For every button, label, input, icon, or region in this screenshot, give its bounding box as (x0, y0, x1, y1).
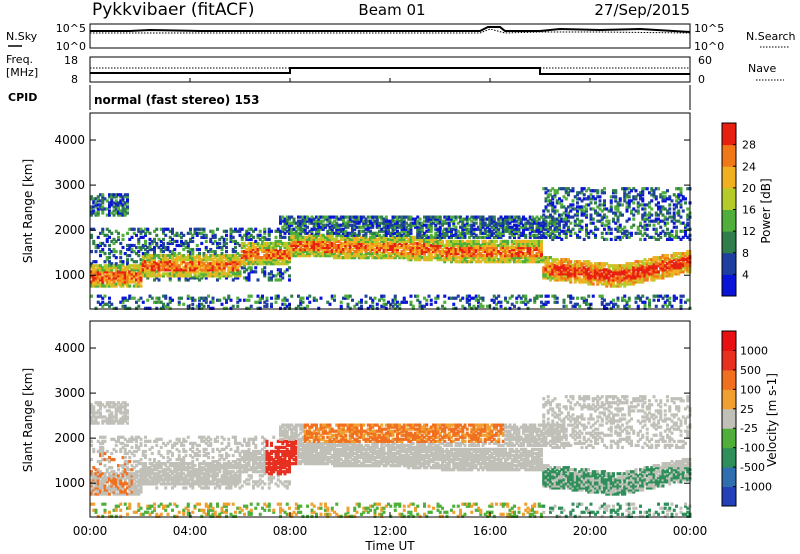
velocity-colorbar-segment-5 (722, 389, 736, 410)
power-colorbar-segment-1 (722, 252, 736, 275)
time-axis: 00:00 04:00 08:00 12:00 16:00 20:00 00:00 (73, 78, 708, 538)
power-colorbar-segment-0 (722, 274, 736, 297)
time-tick-label-0: 00:00 (73, 524, 108, 538)
nsearch-tick-top: 10^5 (694, 22, 724, 35)
freq-trace (90, 67, 690, 75)
beam-title: Beam 01 (358, 1, 425, 19)
freq-tick-top: 18 (64, 54, 78, 67)
velocity-colorbar-tick-0: 1000 (740, 344, 768, 357)
nave-tick-bottom: 0 (698, 73, 705, 86)
velocity-colorbar-segment-2 (722, 447, 736, 468)
nave-label: Nave (748, 62, 776, 75)
power-panel: 1000 2000 3000 4000 Slant Range [km] 4 8 12 16… (21, 112, 773, 310)
power-heatmap (90, 187, 692, 310)
freq-label-bottom: [MHz] (6, 66, 38, 79)
power-colorbar-tick-5: 24 (742, 160, 756, 173)
velocity-colorbar-tick-1: 500 (740, 364, 761, 377)
power-ytick-label-3: 4000 (54, 133, 85, 147)
power-ytick-label-2: 3000 (54, 178, 85, 192)
power-colorbar-segment-2 (722, 231, 736, 254)
velocity-ytick-label-1: 2000 (54, 431, 85, 445)
power-colorbar-tick-6: 28 (742, 139, 756, 152)
velocity-heatmap (90, 395, 692, 518)
cpid-text: normal (fast stereo) 153 (94, 93, 260, 107)
power-colorbar-label: Power [dB] (759, 178, 773, 243)
velocity-colorbar-tick-7: -1000 (740, 481, 772, 494)
velocity-colorbar-segment-8 (722, 331, 736, 351)
velocity-colorbar-tick-5: -100 (740, 442, 765, 455)
power-colorbar-tick-1: 8 (742, 247, 749, 260)
time-tick-label-1: 04:00 (173, 524, 208, 538)
time-tick-label-3: 12:00 (373, 524, 408, 538)
time-tick-label-5: 20:00 (573, 524, 608, 538)
velocity-colorbar-segment-6 (722, 369, 736, 390)
nsky-label: N.Sky (6, 30, 38, 43)
velocity-colorbar-tick-4: -25 (740, 422, 758, 435)
power-colorbar-segment-7 (722, 123, 736, 146)
time-tick-label-4: 16:00 (473, 524, 508, 538)
velocity-panel: 1000 2000 3000 4000 Slant Range [km] 1000 50… (21, 320, 779, 518)
velocity-ytick-label-3: 4000 (54, 341, 85, 355)
time-axis-label: Time UT (364, 539, 415, 553)
velocity-colorbar: 1000 500 100 25 -25 -100 -500 -1000 (721, 330, 772, 507)
station-title: Pykkvibaer (fitACF) (92, 0, 254, 20)
freq-label-top: Freq. (6, 53, 33, 66)
power-ytick-label-1: 2000 (54, 223, 85, 237)
velocity-colorbar-tick-3: 25 (740, 403, 754, 416)
power-ylabel: Slant Range [km] (21, 159, 35, 263)
power-colorbar-tick-2: 12 (742, 225, 756, 238)
noise-panel: N.Sky 10^5 10^0 10^5 10^0 N.Search (6, 22, 796, 53)
nsky-tick-bottom: 10^0 (56, 40, 86, 53)
velocity-colorbar-label: Velocity [m s-1] (765, 373, 779, 467)
date-title: 27/Sep/2015 (594, 1, 690, 19)
power-ytick-label-0: 1000 (54, 268, 85, 282)
velocity-colorbar-frame (721, 330, 737, 507)
power-colorbar-tick-0: 4 (742, 268, 749, 281)
nsearch-label: N.Search (746, 30, 796, 43)
freq-tick-bottom: 8 (71, 73, 78, 86)
time-tick-label-2: 08:00 (273, 524, 308, 538)
velocity-ylabel: Slant Range [km] (21, 368, 35, 472)
power-colorbar-segment-5 (722, 166, 736, 189)
power-colorbar-tick-4: 20 (742, 182, 756, 195)
nsearch-trace (90, 28, 691, 34)
velocity-colorbar-tick-6: -500 (740, 461, 765, 474)
cpid-panel: CPID normal (fast stereo) 153 (8, 85, 691, 110)
velocity-y-axis: 1000 2000 3000 4000 (54, 341, 690, 490)
nave-tick-top: 60 (698, 54, 712, 67)
velocity-colorbar-segment-1 (722, 467, 736, 488)
velocity-colorbar-segment-0 (722, 486, 736, 507)
velocity-ytick-label-0: 1000 (54, 476, 85, 490)
power-colorbar-segment-6 (722, 144, 736, 167)
power-y-axis: 1000 2000 3000 4000 (54, 133, 690, 282)
power-colorbar-tick-3: 16 (742, 204, 756, 217)
power-colorbar-segment-4 (722, 187, 736, 210)
time-tick-label-6: 00:00 (673, 524, 708, 538)
velocity-colorbar-tick-2: 100 (740, 383, 761, 396)
power-colorbar: 4 8 12 16 20 24 28 (721, 122, 756, 297)
velocity-colorbar-segment-4 (722, 408, 736, 429)
velocity-colorbar-segment-7 (722, 350, 736, 371)
velocity-ytick-label-2: 3000 (54, 386, 85, 400)
nsky-trace (90, 26, 691, 33)
nsky-tick-top: 10^5 (56, 22, 86, 35)
cpid-label: CPID (8, 91, 37, 104)
nsearch-tick-bottom: 10^0 (694, 40, 724, 53)
power-colorbar-segment-3 (722, 209, 736, 232)
velocity-colorbar-segment-3 (722, 428, 736, 449)
freq-panel: Freq. [MHz] 18 8 60 0 Nave (6, 53, 784, 86)
